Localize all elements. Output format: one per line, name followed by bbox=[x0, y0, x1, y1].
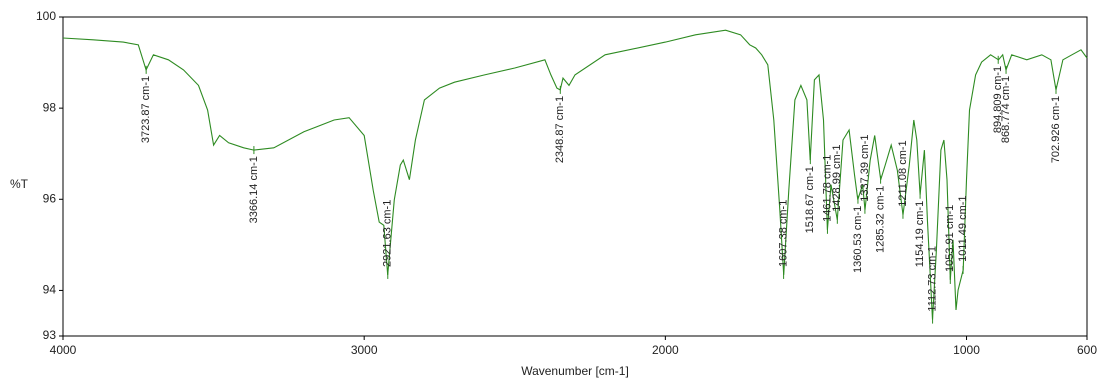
x-tick-label: 600 bbox=[1077, 343, 1097, 357]
peak-label: 3366.14 cm-1 bbox=[248, 156, 260, 223]
y-tick-label: 94 bbox=[43, 283, 57, 297]
peak-label: 1011.49 cm-1 bbox=[957, 195, 969, 261]
peak-label: 1461.78 cm-1 bbox=[821, 155, 833, 222]
y-tick-label: 98 bbox=[43, 100, 57, 114]
peak-label: 2348.87 cm-1 bbox=[554, 96, 566, 163]
peak-label: 1053.91 cm-1 bbox=[944, 205, 956, 272]
y-tick-label: 93 bbox=[43, 328, 57, 342]
x-tick-label: 3000 bbox=[351, 343, 378, 357]
plot-frame bbox=[62, 16, 1088, 337]
peak-label: 702.926 cm-1 bbox=[1050, 96, 1062, 163]
x-tick-label: 4000 bbox=[50, 343, 77, 357]
peak-label: 1518.67 cm-1 bbox=[804, 166, 816, 233]
peak-label: 1211.08 cm-1 bbox=[897, 140, 909, 206]
y-axis-title: %T bbox=[10, 177, 29, 191]
peak-label: 1607.38 cm-1 bbox=[778, 200, 790, 267]
peak-label: 1360.53 cm-1 bbox=[852, 206, 864, 273]
peak-label: 868.774 cm-1 bbox=[1000, 76, 1012, 143]
peak-label: 1112.73 cm-1 bbox=[926, 246, 938, 312]
y-tick-label: 100 bbox=[36, 9, 56, 23]
spectrum-line bbox=[62, 29, 1088, 320]
peak-label: 894.809 cm-1 bbox=[992, 66, 1004, 133]
x-tick-label: 1000 bbox=[953, 343, 980, 357]
peak-label: 1285.32 cm-1 bbox=[875, 186, 887, 253]
peak-label: 2921.63 cm-1 bbox=[382, 200, 394, 267]
peak-label: 1154.19 cm-1 bbox=[914, 201, 926, 267]
x-tick-label: 2000 bbox=[652, 343, 679, 357]
peak-label: 3723.87 cm-1 bbox=[140, 76, 152, 143]
peak-label: 1428.99 cm-1 bbox=[831, 145, 843, 212]
y-tick-label: 96 bbox=[43, 191, 57, 205]
x-axis-title: Wavenumber [cm-1] bbox=[521, 364, 629, 378]
peak-label: 1337.39 cm-1 bbox=[859, 135, 871, 202]
